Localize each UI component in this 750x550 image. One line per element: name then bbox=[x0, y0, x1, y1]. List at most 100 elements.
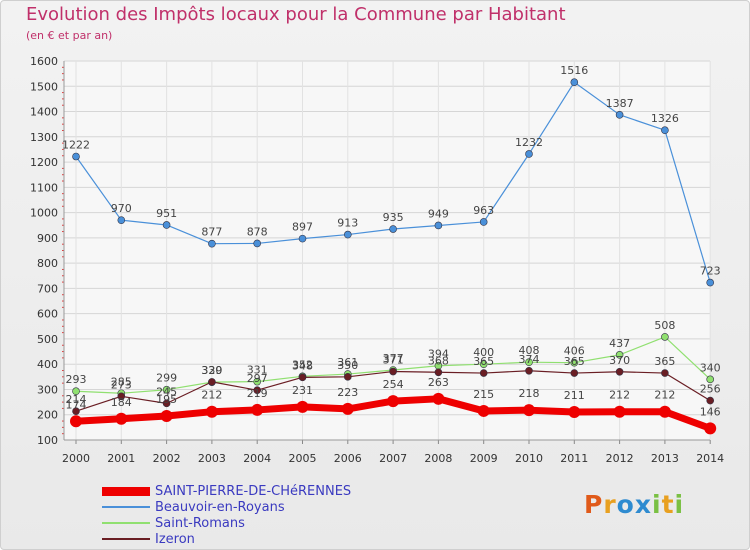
data-label-izeron: 348 bbox=[292, 359, 313, 372]
data-point-izeron bbox=[162, 399, 171, 408]
data-label-izeron: 365 bbox=[473, 355, 494, 368]
data-point-saint-romans bbox=[706, 375, 715, 384]
data-point-saint-romans bbox=[479, 360, 488, 369]
data-point-izeron bbox=[434, 368, 443, 377]
y-tick-label: 1400 bbox=[30, 106, 58, 119]
legend-swatch bbox=[102, 522, 150, 524]
data-label-saint-pierre-de-ch-rennes: 174 bbox=[66, 398, 87, 411]
legend-label: Saint-Romans bbox=[155, 516, 245, 531]
y-tick-label: 600 bbox=[37, 308, 58, 321]
data-point-izeron bbox=[389, 367, 397, 376]
y-tick-label: 100 bbox=[37, 434, 58, 447]
x-tick-label: 2004 bbox=[243, 452, 271, 465]
legend-item: Izeron bbox=[102, 532, 402, 548]
data-label-saint-pierre-de-ch-rennes: 212 bbox=[654, 389, 675, 402]
logo-letter: i bbox=[674, 490, 685, 519]
data-point-izeron bbox=[208, 378, 216, 386]
data-label-izeron: 297 bbox=[247, 372, 268, 385]
data-point-saint-pierre-de-ch-rennes bbox=[477, 404, 490, 417]
data-point-saint-pierre-de-ch-rennes bbox=[613, 405, 626, 418]
data-point-saint-romans bbox=[661, 333, 669, 341]
y-tick-label: 300 bbox=[37, 383, 58, 396]
data-label-beauvoir-en-royans: 935 bbox=[383, 211, 404, 224]
data-point-izeron bbox=[343, 373, 352, 381]
data-point-izeron bbox=[661, 369, 669, 377]
legend-item: SAINT-PIERRE-DE-CHéRENNES bbox=[102, 484, 402, 500]
data-point-saint-romans bbox=[72, 387, 80, 396]
data-label-saint-pierre-de-ch-rennes: 184 bbox=[111, 396, 132, 409]
data-point-izeron bbox=[615, 367, 624, 376]
data-label-saint-romans: 408 bbox=[519, 344, 540, 357]
data-point-saint-pierre-de-ch-rennes bbox=[205, 405, 218, 418]
y-tick-label: 900 bbox=[37, 232, 58, 245]
chart-title: Evolution des Impôts locaux pour la Comm… bbox=[26, 4, 566, 25]
data-label-beauvoir-en-royans: 963 bbox=[473, 204, 494, 217]
data-point-beauvoir-en-royans bbox=[570, 78, 579, 87]
data-point-izeron bbox=[72, 407, 80, 415]
data-point-izeron bbox=[525, 366, 533, 375]
data-label-izeron: 256 bbox=[700, 383, 721, 396]
data-label-izeron: 374 bbox=[519, 353, 540, 366]
x-tick-label: 2010 bbox=[515, 452, 543, 465]
data-point-saint-pierre-de-ch-rennes bbox=[568, 405, 581, 418]
data-point-beauvoir-en-royans bbox=[389, 225, 397, 233]
data-label-saint-pierre-de-ch-rennes: 212 bbox=[609, 389, 630, 402]
legend-label: Izeron bbox=[155, 532, 195, 547]
data-label-saint-romans: 352 bbox=[292, 358, 313, 371]
data-point-saint-pierre-de-ch-rennes bbox=[296, 400, 309, 413]
data-point-izeron bbox=[253, 386, 262, 395]
x-tick-label: 2013 bbox=[651, 452, 679, 465]
data-label-saint-romans: 508 bbox=[654, 319, 675, 332]
data-label-saint-romans: 331 bbox=[247, 364, 268, 377]
data-label-beauvoir-en-royans: 878 bbox=[247, 225, 268, 238]
data-point-saint-pierre-de-ch-rennes bbox=[70, 415, 82, 428]
data-label-beauvoir-en-royans: 1326 bbox=[651, 112, 679, 125]
data-point-saint-pierre-de-ch-rennes bbox=[387, 395, 400, 408]
data-label-saint-pierre-de-ch-rennes: 219 bbox=[247, 387, 268, 400]
legend-swatch bbox=[102, 506, 150, 508]
data-label-saint-romans: 377 bbox=[383, 352, 404, 365]
data-point-izeron bbox=[706, 396, 715, 405]
x-tick-label: 2000 bbox=[62, 452, 90, 465]
y-tick-label: 700 bbox=[37, 282, 58, 295]
data-label-saint-romans: 437 bbox=[609, 337, 630, 350]
data-label-saint-romans: 400 bbox=[473, 346, 494, 359]
y-tick-label: 1500 bbox=[30, 80, 58, 93]
data-point-beauvoir-en-royans bbox=[343, 230, 352, 239]
data-label-beauvoir-en-royans: 1232 bbox=[515, 136, 543, 149]
legend-label: Beauvoir-en-Royans bbox=[155, 500, 285, 515]
data-label-beauvoir-en-royans: 949 bbox=[428, 207, 449, 220]
data-label-beauvoir-en-royans: 723 bbox=[700, 265, 721, 278]
data-label-beauvoir-en-royans: 970 bbox=[111, 202, 132, 215]
data-label-saint-pierre-de-ch-rennes: 215 bbox=[473, 388, 494, 401]
logo-letter: t bbox=[661, 490, 675, 519]
data-label-saint-romans: 340 bbox=[700, 361, 721, 374]
logo-letter: o bbox=[616, 490, 635, 519]
data-point-izeron bbox=[298, 373, 307, 382]
data-point-saint-pierre-de-ch-rennes bbox=[432, 392, 445, 405]
y-tick-label: 800 bbox=[37, 257, 58, 270]
data-label-beauvoir-en-royans: 1387 bbox=[606, 97, 634, 110]
data-label-saint-pierre-de-ch-rennes: 263 bbox=[428, 376, 449, 389]
x-tick-label: 2014 bbox=[696, 452, 724, 465]
data-label-saint-romans: 285 bbox=[111, 375, 132, 388]
data-label-beauvoir-en-royans: 1222 bbox=[62, 139, 90, 152]
data-labels: 1222 970 951 877 878 897 913 935 949 963 1232 1516 1… bbox=[62, 64, 721, 418]
y-tick-label: 1600 bbox=[30, 55, 58, 68]
data-label-izeron: 214 bbox=[66, 393, 87, 406]
data-point-beauvoir-en-royans bbox=[208, 239, 216, 248]
y-tick-label: 1000 bbox=[30, 207, 58, 220]
data-label-izeron: 330 bbox=[201, 364, 222, 377]
data-label-izeron: 245 bbox=[156, 385, 177, 398]
data-point-izeron bbox=[117, 392, 126, 401]
data-label-saint-pierre-de-ch-rennes: 254 bbox=[383, 378, 404, 391]
data-label-izeron: 368 bbox=[428, 354, 449, 367]
data-label-saint-pierre-de-ch-rennes: 218 bbox=[519, 387, 540, 400]
data-point-saint-romans bbox=[253, 377, 262, 386]
x-tick-label: 2007 bbox=[379, 452, 407, 465]
data-label-saint-pierre-de-ch-rennes: 212 bbox=[201, 389, 222, 402]
data-label-beauvoir-en-royans: 913 bbox=[337, 217, 358, 230]
legend-swatch bbox=[102, 538, 150, 540]
x-tick-label: 2012 bbox=[606, 452, 634, 465]
